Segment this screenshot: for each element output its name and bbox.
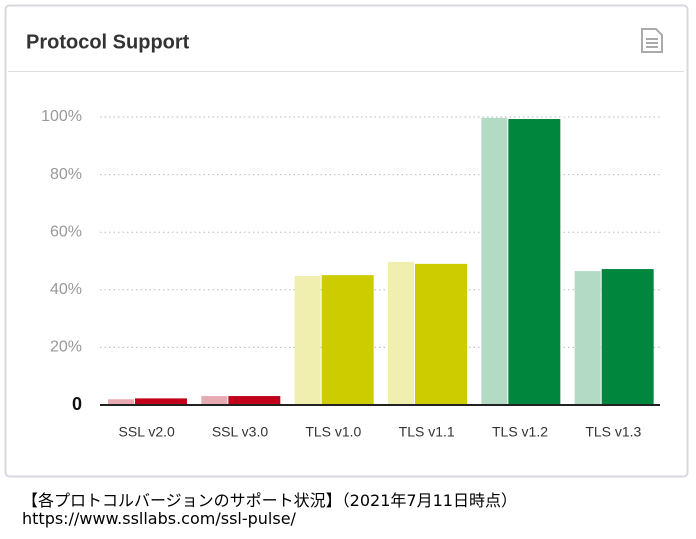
bar [228,396,281,405]
plot-area: 0 20% 40% 60% 80% 100% SSL v2.0 SSL v3.0 TLS v1.… [41,108,660,440]
export-icon[interactable] [641,28,663,53]
bar [601,269,654,405]
x-tick-label: TLS v1.1 [399,424,455,440]
x-tick-label: SSL v2.0 [119,424,176,440]
bar [201,396,228,405]
bar [481,117,508,405]
bar [321,275,374,405]
chart-title: Protocol Support [26,31,190,53]
bar [574,271,601,405]
x-tick-label: TLS v1.2 [492,424,548,440]
x-tick-label: TLS v1.0 [305,424,361,440]
y-tick-label: 100% [41,108,82,125]
bar [108,399,134,405]
y-tick-label: 20% [50,339,82,356]
bar [415,263,467,405]
source-url: https://www.ssllabs.com/ssl-pulse/ [22,509,296,528]
y-tick-label: 60% [50,223,82,240]
y-tick-label: 40% [50,281,82,298]
bar [135,398,187,405]
x-tick-label: SSL v3.0 [212,424,269,440]
bar [508,119,561,406]
y-tick-label: 80% [50,166,82,183]
bar [388,261,414,405]
bar [294,275,321,405]
caption: 【各プロトコルバージョンのサポート状況】（2021年7月11日時点） [22,491,517,510]
y-tick-label: 0 [72,394,82,414]
chart-card: Protocol Support 0 20% 40% 60% 80% 100% SSL v2… [4,4,689,478]
x-tick-label: TLS v1.3 [585,424,641,440]
